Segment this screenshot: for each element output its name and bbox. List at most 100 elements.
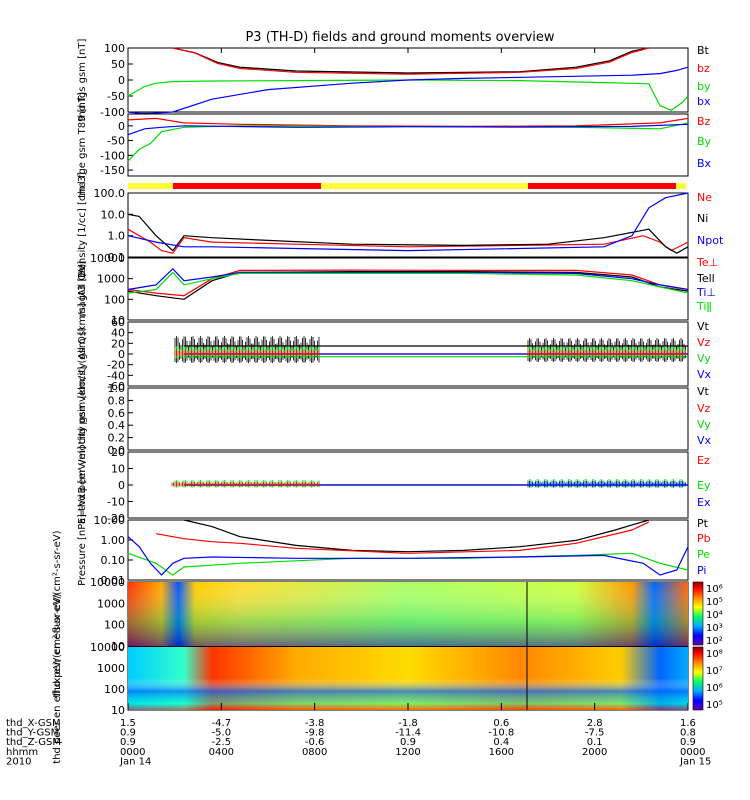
x-tick-value: -4.7 — [212, 718, 232, 729]
x-tick-value: 2000 — [582, 747, 607, 758]
y-tick-label: 100 — [104, 683, 125, 696]
panel-frame — [127, 113, 689, 177]
colorbar-tick-label: 10⁶ — [706, 683, 723, 694]
y-tick-label: 0 — [118, 479, 125, 492]
y-tick-label: 40 — [111, 327, 125, 340]
y-tick-label: 1.0 — [108, 382, 126, 395]
series-line-bx — [127, 66, 689, 114]
y-tick-label: 0 — [118, 120, 125, 133]
y-axis-label: Density [1/cc] [cm-3] — [77, 172, 88, 278]
panel-frame — [127, 192, 689, 258]
legend-entry: Vx — [697, 368, 712, 381]
x-row-label: thd_Z-GSM — [6, 737, 61, 748]
legend-entry: Ez — [697, 454, 710, 467]
y-tick-label: 1.0 — [108, 230, 126, 243]
y-tick-label: 0.2 — [108, 432, 126, 445]
y-tick-label: 0.6 — [108, 407, 126, 420]
legend-entry: By — [697, 135, 712, 148]
x-tick-value: 0000 — [120, 747, 145, 758]
y-tick-label: 100 — [104, 293, 125, 306]
x-tick-value: -9.8 — [305, 728, 325, 739]
y-tick-label: 10.00 — [94, 514, 126, 527]
colorbar-electrons — [692, 646, 704, 711]
legend-entry: Pt — [697, 517, 709, 530]
series-line-Bz — [127, 117, 689, 128]
panel-5: thd peir velocity gsm [km/s] (All Qs) 604… — [77, 264, 712, 445]
y-tick-label: 0.0 — [108, 444, 126, 457]
y-tick-label: 10 — [111, 463, 125, 476]
legend-entry: Vz — [697, 402, 711, 415]
colorbar-tick-label: 10⁷ — [706, 666, 723, 677]
legend-entry: Tell — [696, 272, 715, 285]
x-tick-value: -0.6 — [305, 737, 325, 748]
y-tick-label: 10.0 — [101, 208, 126, 221]
colorbar-tick-label: 10⁶ — [706, 584, 723, 595]
x-tick-value: 0.9 — [120, 728, 136, 739]
x-tick-value: 0400 — [209, 747, 234, 758]
legend-entry: Npot — [697, 234, 724, 247]
x-tick-value: -5.0 — [212, 728, 232, 739]
y-tick-label: -10 — [107, 496, 125, 509]
y-tick-label: 0.1 — [108, 251, 126, 264]
spectrogram-electrons — [128, 647, 688, 710]
x-row-label: thd_Y-GSM — [6, 728, 59, 739]
x-tick-value: 1200 — [395, 747, 420, 758]
series-line-bz — [172, 47, 649, 75]
y-axis-label: thd fge gsm T89 [nT] — [77, 92, 88, 198]
noise-burst — [527, 481, 686, 487]
y-tick-label: -20 — [107, 359, 125, 372]
panel-3: Density [1/cc] [cm-3] 100.0 10.0 1.0 0.1 Ne Ni… — [77, 172, 724, 278]
x-tick-value: 1600 — [489, 747, 514, 758]
x-tick-value: 0.4 — [493, 737, 509, 748]
x-tick-value: -3.8 — [305, 718, 325, 729]
panel-frame — [127, 519, 689, 581]
series-line-Ne — [127, 228, 689, 254]
x-tick-value: 0.9 — [120, 737, 136, 748]
panel-6: thd peer velocity gsm [km/s] (All Qs) 1.0… — [77, 327, 712, 511]
x-tick-value: -2.5 — [212, 737, 232, 748]
legend-entry: Bt — [697, 44, 710, 57]
series-line-Te⊥ — [127, 269, 689, 297]
quality-bar — [128, 183, 686, 189]
y-axis-label: thd peir en eflux eV/(cm²-s-sr-eV) — [52, 530, 63, 697]
series-line-Ti⊥ — [127, 267, 689, 291]
y-tick-label: 10 — [111, 314, 125, 327]
y-tick-label: 0.10 — [101, 554, 126, 567]
x-tick-value: 0000 — [680, 747, 705, 758]
y-tick-label: 50 — [111, 58, 125, 71]
panel-1: thd fgs gsm [nT] 100 50 0 -50 -100 Bt bz by bx — [77, 39, 711, 122]
y-tick-label: 20 — [111, 337, 125, 350]
x-tick-value: Jan 14 — [119, 756, 151, 767]
y-tick-label: -100 — [100, 106, 125, 119]
y-tick-label: -150 — [100, 164, 125, 177]
legend-entry: bz — [697, 62, 710, 75]
legend-entry: Ne — [697, 191, 712, 204]
chart-title: P3 (TH-D) fields and ground moments over… — [245, 30, 554, 45]
legend-entry: Vt — [697, 385, 710, 398]
panel-7: E=-VxB [mV/m] 20 10 0 -10 -20 Ez Ey Ex — [77, 446, 711, 525]
legend-entry: Vz — [697, 336, 711, 349]
noise-burst — [527, 350, 686, 356]
panel-8: Pressure [nPa] 10.00 1.00 0.10 0.01 Pt Pb Pe Pi — [77, 514, 711, 587]
y-tick-label: 10 — [111, 704, 125, 717]
series-line-Bx — [127, 123, 689, 136]
y-tick-label: -40 — [107, 369, 125, 382]
legend-entry: Vt — [697, 320, 710, 333]
y-tick-label: -50 — [107, 135, 125, 148]
y-tick-label: 100 — [104, 619, 125, 632]
x-tick-value: -7.5 — [585, 728, 605, 739]
y-tick-label: -20 — [107, 512, 125, 525]
legend-entry: Ex — [697, 496, 711, 509]
legend-entry: Ti⊥ — [696, 286, 716, 299]
legend-entry: Pe — [697, 548, 710, 561]
legend-entry: Ni — [697, 212, 708, 225]
y-tick-label: 10000 — [90, 641, 125, 654]
x-tick-value: -11.4 — [395, 728, 421, 739]
y-axis-label: Pressure [nPa] — [77, 514, 88, 586]
y-axis-label: thd peir velocity gsm [km/s] (All Qs) — [77, 264, 88, 445]
legend-entry: Tiǁ — [696, 300, 712, 313]
legend-entry: Vy — [697, 352, 711, 365]
